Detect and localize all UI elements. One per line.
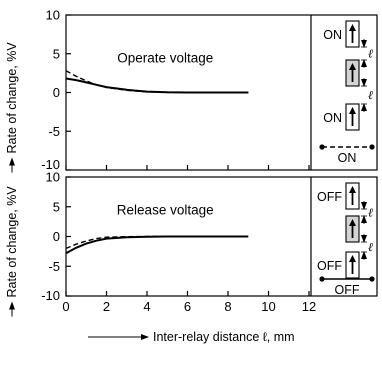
legend: OFF ℓ ℓ OFF OFF: [317, 182, 375, 297]
legend-endpoint: [369, 276, 375, 282]
gap-symbol: ℓ: [368, 206, 373, 220]
y-tick-label: -5: [48, 124, 60, 139]
y-tick-label: -5: [48, 259, 60, 274]
x-tick-label: 0: [62, 299, 69, 314]
y-tick-label: -10: [41, 288, 60, 303]
y-tick-label: -10: [41, 157, 60, 172]
relay-arrow-head: [349, 63, 356, 70]
series-line-dashed: [65, 70, 249, 94]
relay-arrow-head: [349, 255, 356, 262]
y-axis-label-text: Rate of change, %V: [5, 42, 19, 154]
legend-caption: OFF: [335, 283, 360, 297]
gap-symbol: ℓ: [368, 240, 373, 254]
series-line-solid: [65, 77, 249, 94]
relay-arrow-head: [349, 219, 356, 226]
y-axis-label: Rate of change, %V: [5, 186, 19, 317]
legend-endpoint: [369, 144, 375, 150]
y-tick-label: 0: [53, 229, 60, 244]
relay-state-label: OFF: [317, 190, 342, 204]
y-tick-label: 0: [53, 85, 60, 100]
y-axis-label: Rate of change, %V: [5, 42, 19, 173]
series-line-dashed: [65, 235, 249, 250]
y-tick-label: 10: [46, 8, 60, 23]
gap-symbol: ℓ: [368, 88, 373, 102]
curve-annotation: Operate voltage: [117, 50, 213, 65]
relay-state-label: ON: [323, 28, 342, 42]
legend-endpoint: [319, 276, 325, 282]
y-tick-label: 10: [46, 170, 60, 185]
x-tick-label: 4: [143, 299, 150, 314]
y-axis-label-text: Rate of change, %V: [5, 186, 19, 298]
x-axis-label: Inter-relay distance ℓ, mm: [153, 330, 295, 344]
x-tick-label: 10: [261, 299, 275, 314]
relay-state-label: OFF: [317, 259, 342, 273]
relay-state-label: ON: [323, 111, 342, 125]
y-tick-label: 5: [53, 199, 60, 214]
relay-arrow-head: [349, 107, 356, 114]
gap-symbol: ℓ: [368, 47, 373, 61]
relay-arrow-head: [349, 24, 356, 31]
x-tick-label: 12: [302, 299, 316, 314]
x-tick-label: 2: [103, 299, 110, 314]
curve-annotation: Release voltage: [117, 202, 214, 217]
panel-1: 10 5 0 -5 -10 Operate voltage Rate of change, …: [5, 8, 378, 173]
legend: ON ℓ ℓ ON ON: [319, 20, 375, 165]
y-tick-label: 5: [53, 46, 60, 61]
x-tick-label: 8: [224, 299, 231, 314]
x-tick-label: 6: [184, 299, 191, 314]
legend-caption: ON: [338, 151, 357, 165]
legend-endpoint: [319, 144, 325, 150]
relay-arrow-head: [349, 186, 356, 193]
